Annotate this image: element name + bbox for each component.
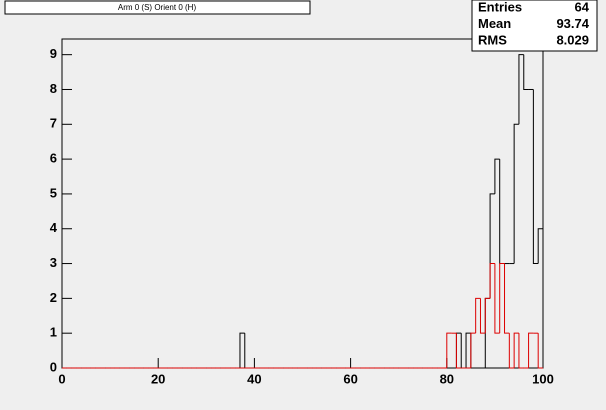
histogram-bin bbox=[494, 158, 500, 194]
y-tick-label: 1 bbox=[50, 325, 57, 340]
stat-value: 64 bbox=[575, 0, 590, 14]
histogram-bin bbox=[484, 297, 491, 334]
y-tick-label: 0 bbox=[50, 359, 57, 374]
y-tick-label: 8 bbox=[50, 81, 57, 96]
y-tick-label: 5 bbox=[50, 185, 57, 200]
y-tick-label: 6 bbox=[50, 151, 57, 166]
histogram-bin bbox=[518, 333, 524, 369]
histogram-bin bbox=[470, 333, 476, 369]
histogram-bin bbox=[446, 332, 452, 368]
stat-label: Mean bbox=[478, 16, 511, 31]
histogram-bin bbox=[528, 332, 534, 368]
histogram-bin bbox=[518, 54, 524, 125]
histogram-bin bbox=[239, 332, 245, 368]
histogram-bin bbox=[537, 228, 544, 368]
plot-frame bbox=[61, 38, 544, 369]
x-tick-label: 20 bbox=[151, 371, 165, 386]
histogram-bin bbox=[475, 297, 481, 334]
histogram-bin bbox=[494, 263, 500, 334]
y-tick-label: 2 bbox=[50, 290, 57, 305]
x-tick-label: 100 bbox=[532, 371, 554, 386]
histogram-bin bbox=[523, 54, 529, 90]
stats-box bbox=[471, 0, 598, 52]
histogram-bin bbox=[244, 333, 250, 369]
histogram-bin bbox=[479, 298, 486, 334]
histogram-bin bbox=[460, 333, 467, 369]
histogram-bin bbox=[537, 333, 543, 369]
histogram-bin bbox=[499, 263, 505, 334]
stat-value: 93.74 bbox=[556, 16, 589, 31]
histogram-bin bbox=[489, 263, 495, 299]
histogram-bin bbox=[508, 333, 515, 369]
stat-value: 8.029 bbox=[556, 32, 589, 47]
x-tick-label: 40 bbox=[247, 371, 261, 386]
x-tick-label: 80 bbox=[440, 371, 454, 386]
histogram-bin bbox=[465, 332, 471, 368]
histogram-bin bbox=[455, 333, 462, 369]
y-tick-label: 9 bbox=[50, 46, 57, 61]
histogram-bin bbox=[455, 332, 462, 368]
x-tick-label: 0 bbox=[58, 371, 65, 386]
title-box bbox=[4, 0, 311, 15]
histogram-bin bbox=[513, 332, 519, 368]
y-tick-label: 3 bbox=[50, 255, 57, 270]
stat-label: RMS bbox=[478, 32, 507, 47]
histogram-bin bbox=[470, 332, 476, 368]
histogram-bin bbox=[513, 123, 519, 264]
histogram-bin bbox=[484, 297, 491, 368]
y-tick-label: 7 bbox=[50, 116, 57, 131]
x-tick-label: 60 bbox=[343, 371, 357, 386]
stat-label: Entries bbox=[478, 0, 522, 14]
y-tick-label: 4 bbox=[50, 220, 58, 235]
histogram-bin bbox=[489, 193, 495, 299]
chart-title: Arm 0 (S) Orient 0 (H) bbox=[118, 3, 197, 12]
histogram-bin bbox=[532, 89, 539, 265]
histogram-bin bbox=[504, 263, 510, 334]
histogram-bin bbox=[499, 159, 505, 265]
